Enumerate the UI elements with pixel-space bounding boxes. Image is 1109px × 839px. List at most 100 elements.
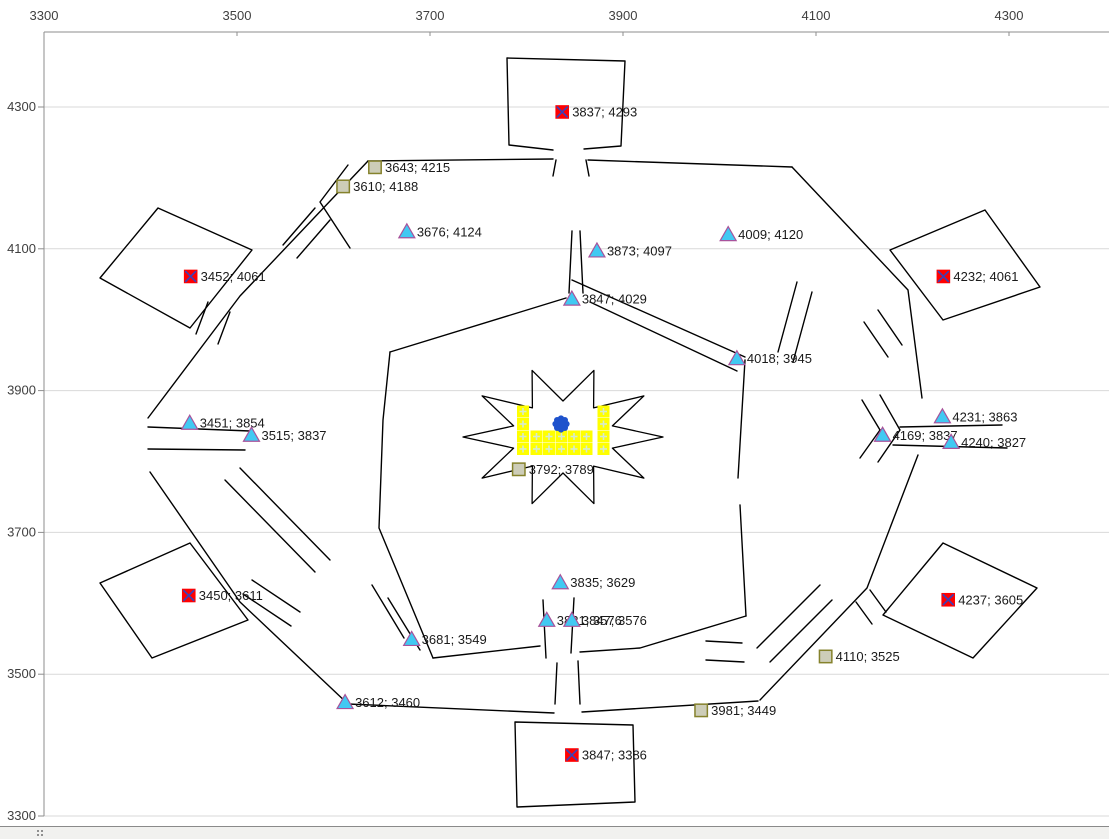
road-line [777, 281, 798, 353]
data-point-label: 4232; 4061 [953, 269, 1018, 284]
road-line [859, 399, 881, 459]
marker-x-glyph [556, 105, 569, 118]
data-point-label: 4169; 3837 [893, 428, 958, 443]
data-point-label: 3847; 3386 [582, 748, 647, 763]
outer-wall-line [367, 158, 554, 162]
castle-northwest [99, 207, 253, 329]
castle-southeast [882, 542, 1038, 659]
gate-line [542, 599, 547, 659]
data-point-label: 4110; 3525 [836, 649, 900, 664]
road-line [371, 584, 405, 639]
center-flower-icon [552, 415, 570, 433]
marker-x-glyph [942, 593, 955, 606]
data-point-label: 3452; 4061 [201, 269, 266, 284]
x-tick-label: 4300 [995, 8, 1024, 23]
road-line [296, 219, 331, 259]
x-tick-label: 4100 [802, 8, 831, 23]
outer-wall-line [347, 703, 555, 714]
y-tick-label: 4100 [7, 241, 36, 256]
castle-south [514, 721, 636, 808]
x-tick-label: 3900 [609, 8, 638, 23]
road-line [224, 479, 316, 573]
tan-square-marker[interactable] [694, 703, 709, 718]
bottom-scrollbar[interactable] [0, 826, 1109, 839]
road-line [319, 164, 351, 249]
triangle-marker[interactable] [537, 611, 556, 627]
data-points: 3837; 4293 3452; 4061 4232; 4061 3450; 3611… [180, 104, 1026, 763]
x-tick-label: 3500 [223, 8, 252, 23]
outer-wall-line [587, 159, 793, 168]
triangle-marker[interactable] [402, 630, 421, 647]
data-point-label: 3450; 3611 [199, 588, 263, 603]
outer-wall-line [759, 454, 919, 701]
inner-wall-line [579, 615, 747, 653]
y-tick-label: 3500 [7, 666, 36, 681]
triangle-marker[interactable] [933, 407, 952, 424]
data-point-label: 4237; 3605 [958, 592, 1023, 607]
data-point-label: 3515; 3837 [261, 428, 326, 443]
tan-square-marker[interactable] [511, 462, 526, 477]
road-line [705, 640, 743, 644]
data-point-label: 3643; 4215 [385, 160, 450, 175]
data-point-label: 3451; 3854 [200, 416, 265, 431]
data-point-label: 3847; 4029 [582, 292, 647, 307]
center-keep [462, 369, 664, 505]
road-line [877, 394, 901, 463]
castle-southwest [99, 542, 249, 659]
triangle-marker[interactable] [397, 222, 416, 239]
road-line [792, 291, 813, 363]
fortress-walls [99, 57, 1041, 808]
data-point-label: 3837; 4293 [572, 104, 637, 119]
marker-x-glyph [937, 270, 950, 283]
road-line [705, 659, 745, 663]
data-point-label: 3981; 3449 [711, 703, 776, 718]
triangle-marker[interactable] [587, 241, 606, 258]
triangle-marker[interactable] [942, 433, 961, 449]
triangle-marker[interactable] [551, 573, 570, 590]
gate-line [585, 159, 590, 177]
y-tick-label: 3900 [7, 383, 36, 398]
gate-line [568, 230, 573, 294]
data-point-label: 3792; 3789 [529, 462, 594, 477]
tan-square-marker[interactable] [336, 179, 351, 194]
road-line [251, 579, 301, 613]
data-point-label: 3847; 3576 [582, 613, 647, 628]
triangle-marker[interactable] [719, 225, 738, 242]
gate-line [554, 662, 558, 705]
data-point-label: 4231; 3863 [952, 409, 1017, 424]
road-line [147, 448, 246, 451]
gate-line [552, 159, 557, 177]
x-tick-label: 3300 [30, 8, 59, 23]
y-tick-label: 4300 [7, 99, 36, 114]
triangle-marker[interactable] [873, 426, 892, 442]
data-point-label: 4240; 3827 [961, 435, 1026, 450]
splitter-handle-dots[interactable] [37, 830, 39, 832]
data-point-label: 3676; 4124 [417, 224, 482, 239]
gate-line [579, 230, 584, 294]
x-tick-label: 3700 [416, 8, 445, 23]
road-line [863, 321, 889, 358]
triangle-marker[interactable] [562, 289, 581, 306]
data-point-label: 3835; 3629 [570, 575, 635, 590]
tan-square-marker[interactable] [818, 649, 833, 664]
triangle-marker[interactable] [336, 693, 355, 710]
road-line [899, 424, 1003, 428]
road-line [239, 467, 331, 561]
keep-yellow-cells [517, 405, 610, 455]
marker-x-glyph [184, 270, 197, 283]
road-line [195, 301, 209, 335]
data-point-label: 4009; 4120 [738, 227, 803, 242]
outer-wall-line [581, 700, 759, 713]
tan-square-marker[interactable] [368, 160, 382, 175]
road-line [855, 601, 873, 625]
triangle-marker[interactable] [562, 611, 581, 627]
triangle-marker[interactable] [242, 426, 261, 442]
outer-wall-line [147, 160, 369, 419]
data-point-label: 3610; 4188 [353, 179, 418, 194]
data-point-label: 3681; 3549 [422, 632, 487, 647]
triangle-marker[interactable] [180, 414, 199, 430]
triangle-marker[interactable] [727, 349, 746, 366]
outer-wall-line [791, 166, 923, 399]
keep-star-outline [462, 369, 664, 505]
